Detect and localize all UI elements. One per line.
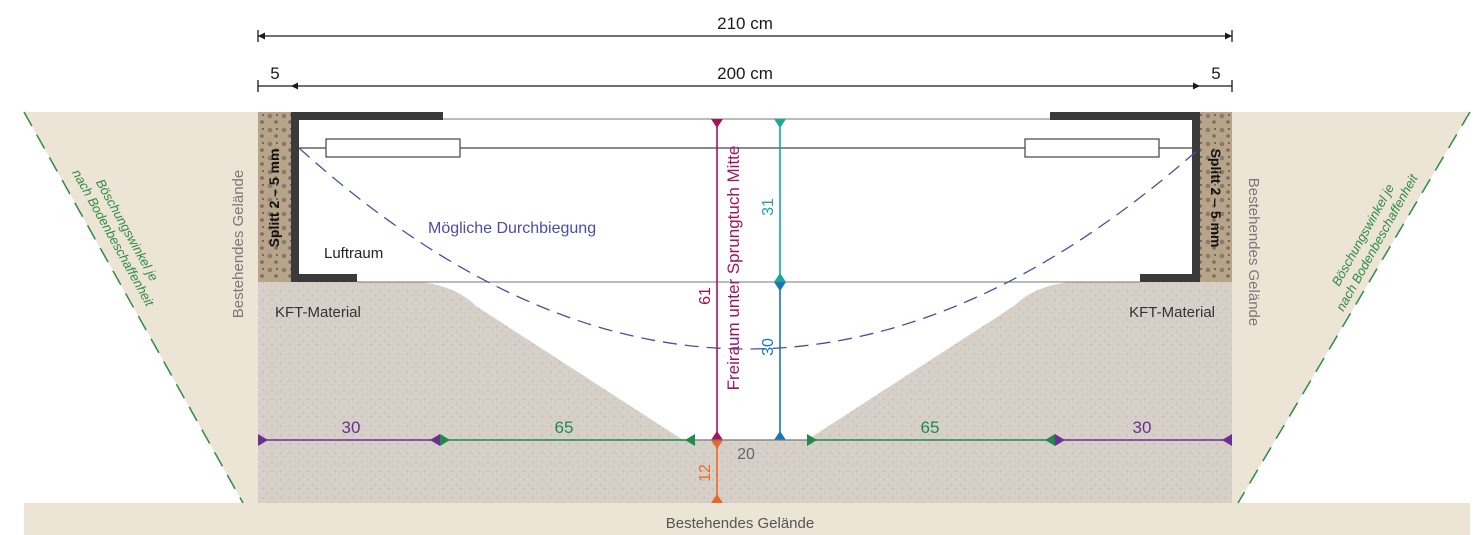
slope-line-right bbox=[1237, 111, 1471, 504]
right-outer-run-value: 30 bbox=[1133, 418, 1152, 437]
gravel-label-left: Splitt 2 – 5 mm bbox=[266, 149, 282, 248]
fill-label-right: KFT-Material bbox=[1129, 304, 1215, 321]
right-edge-width-label: 5 bbox=[1211, 64, 1220, 83]
dimension-overall bbox=[257, 30, 1233, 42]
overall-width-label: 210 cm bbox=[717, 14, 773, 33]
deflection-label: Mögliche Durchbiegung bbox=[428, 220, 596, 237]
ground-label-left: Bestehendes Gelände bbox=[230, 170, 247, 318]
below-bottom-value: 12 bbox=[697, 464, 714, 482]
bottom-width-value: 20 bbox=[737, 446, 755, 463]
kft-fill bbox=[258, 282, 1232, 503]
existing-ground-right bbox=[1232, 112, 1470, 503]
inner-width-label: 200 cm bbox=[717, 64, 773, 83]
ground-label-bottom: Bestehendes Gelände bbox=[666, 515, 814, 532]
spring-right bbox=[1024, 138, 1160, 158]
clearance-value: 61 bbox=[697, 287, 714, 305]
clearance-label: Freiraum unter Sprungtuch Mitte bbox=[724, 146, 743, 391]
slope-line-left bbox=[23, 111, 244, 504]
right-slope-run-value: 65 bbox=[921, 418, 940, 437]
trampoline-frame bbox=[291, 112, 1200, 282]
left-edge-width-label: 5 bbox=[270, 64, 279, 83]
ground-label-right: Bestehendes Gelände bbox=[1245, 178, 1262, 326]
deflection-curve bbox=[298, 147, 1201, 350]
lower-depth-value: 30 bbox=[760, 338, 777, 356]
air-space-label: Luftraum bbox=[324, 245, 383, 262]
fill-label-left: KFT-Material bbox=[275, 304, 361, 321]
existing-ground-bottom bbox=[24, 503, 1470, 535]
left-outer-run-value: 30 bbox=[342, 418, 361, 437]
gravel-label-right: Splitt 2 – 5 mm bbox=[1208, 149, 1224, 248]
dimension-inner bbox=[257, 80, 1233, 92]
spring-left bbox=[325, 138, 461, 158]
upper-depth-value: 31 bbox=[760, 198, 777, 216]
left-slope-run-value: 65 bbox=[555, 418, 574, 437]
existing-ground-left bbox=[24, 112, 258, 503]
